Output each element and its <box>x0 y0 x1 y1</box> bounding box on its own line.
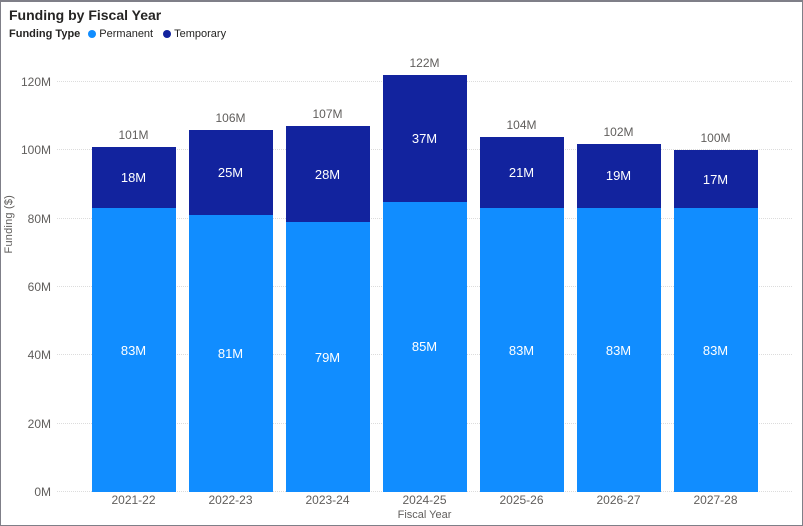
temporary-segment-label: 17M <box>702 171 729 187</box>
temporary-segment-label: 37M <box>411 130 438 146</box>
total-label: 100M <box>700 131 731 146</box>
stacked-bar[interactable]: 19M 83M <box>576 143 661 492</box>
y-axis-tick-label: 120M <box>20 75 51 89</box>
permanent-segment[interactable]: 83M <box>91 208 176 492</box>
legend-item-label: Temporary <box>174 28 227 40</box>
total-label: 106M <box>215 110 246 125</box>
permanent-segment-label: 83M <box>702 342 729 358</box>
temporary-segment-label: 21M <box>508 165 535 181</box>
permanent-segment-label: 81M <box>217 346 244 362</box>
total-label: 122M <box>409 56 440 71</box>
y-axis-tick-label: 80M <box>27 211 51 226</box>
y-axis-tick-label: 20M <box>27 416 51 431</box>
permanent-segment-label: 83M <box>605 342 632 358</box>
bar-column: 102M 19M 83M <box>570 125 667 492</box>
bars-row: 101M 18M 83M 106M 25M 81M 107M 28M 79M 122M 37M 85M… <box>57 45 792 492</box>
stacked-bar[interactable]: 28M 79M <box>285 126 370 492</box>
x-axis-tick-label: 2025-26 <box>499 493 544 507</box>
stacked-bar[interactable]: 25M 81M <box>188 129 273 492</box>
x-axis-title: Fiscal Year <box>397 509 452 521</box>
stacked-bar[interactable]: 37M 85M <box>382 75 467 492</box>
y-axis-tick-label: 0M <box>34 485 51 499</box>
y-axis-tick-label: 100M <box>20 143 51 158</box>
x-axis-tick-label: 2027-28 <box>693 493 738 507</box>
temporary-segment-label: 18M <box>120 170 147 186</box>
total-label: 102M <box>603 124 634 139</box>
bar-column: 122M 37M 85M <box>376 56 473 492</box>
total-label: 101M <box>118 127 149 142</box>
temporary-segment[interactable]: 18M <box>91 146 176 209</box>
total-label: 104M <box>506 117 537 132</box>
chart-area: Funding ($) 101M 18M 83M 106M 25M 81M 107M 28M 7… <box>1 45 802 521</box>
legend-items: Permanent Temporary <box>88 28 226 40</box>
x-axis-tick-label: 2023-24 <box>305 493 350 507</box>
permanent-segment[interactable]: 83M <box>479 208 564 492</box>
x-axis-tick-label: 2021-22 <box>111 493 156 507</box>
temporary-segment-label: 25M <box>217 165 244 181</box>
permanent-segment-label: 85M <box>411 339 438 355</box>
x-axis-tick-label: 2026-27 <box>596 493 641 507</box>
legend-title: Funding Type <box>9 28 81 40</box>
stacked-bar[interactable]: 17M 83M <box>673 150 758 492</box>
x-axis-labels: 2021-22 2022-23 2023-24 2024-25 2025-26 2026-… <box>57 492 792 508</box>
legend: Funding Type Permanent Temporary <box>9 27 802 41</box>
temporary-segment[interactable]: 19M <box>576 143 661 209</box>
y-axis-tick-label: 60M <box>27 280 51 294</box>
permanent-segment[interactable]: 79M <box>285 222 370 492</box>
permanent-segment-label: 79M <box>314 349 341 365</box>
permanent-segment[interactable]: 85M <box>382 201 467 492</box>
y-axis-tick-label: 40M <box>27 348 51 363</box>
permanent-segment-label: 83M <box>508 342 535 358</box>
x-axis-tick-label: 2022-23 <box>208 493 253 507</box>
bar-column: 107M 28M 79M <box>279 107 376 492</box>
chart-title: Funding by Fiscal Year <box>9 7 162 23</box>
temporary-segment[interactable]: 21M <box>479 136 564 209</box>
total-label: 107M <box>312 107 343 122</box>
temporary-segment-label: 19M <box>605 168 632 184</box>
bar-column: 106M 25M 81M <box>182 111 279 492</box>
permanent-segment[interactable]: 83M <box>576 208 661 492</box>
temporary-segment-label: 28M <box>314 166 341 182</box>
stacked-bar[interactable]: 18M 83M <box>91 146 176 492</box>
bar-column: 100M 17M 83M <box>667 131 764 492</box>
permanent-segment-label: 83M <box>120 342 147 358</box>
x-axis-tick-label: 2024-25 <box>402 493 447 507</box>
plot-area: 101M 18M 83M 106M 25M 81M 107M 28M 79M 122M 37M 85M… <box>21 45 792 499</box>
legend-item-temporary[interactable]: Temporary <box>163 28 226 40</box>
legend-item-label: Permanent <box>99 28 154 40</box>
bar-column: 104M 21M 83M <box>473 118 570 492</box>
permanent-segment[interactable]: 83M <box>673 208 758 492</box>
legend-dot-icon <box>163 30 172 38</box>
legend-dot-icon <box>88 30 97 38</box>
temporary-segment[interactable]: 37M <box>382 75 467 202</box>
legend-item-permanent[interactable]: Permanent <box>88 28 153 40</box>
temporary-segment[interactable]: 25M <box>188 129 273 216</box>
permanent-segment[interactable]: 81M <box>188 215 273 492</box>
temporary-segment[interactable]: 28M <box>285 126 370 223</box>
bar-column: 101M 18M 83M <box>85 128 182 492</box>
temporary-segment[interactable]: 17M <box>673 150 758 209</box>
stacked-bar[interactable]: 21M 83M <box>479 136 564 492</box>
